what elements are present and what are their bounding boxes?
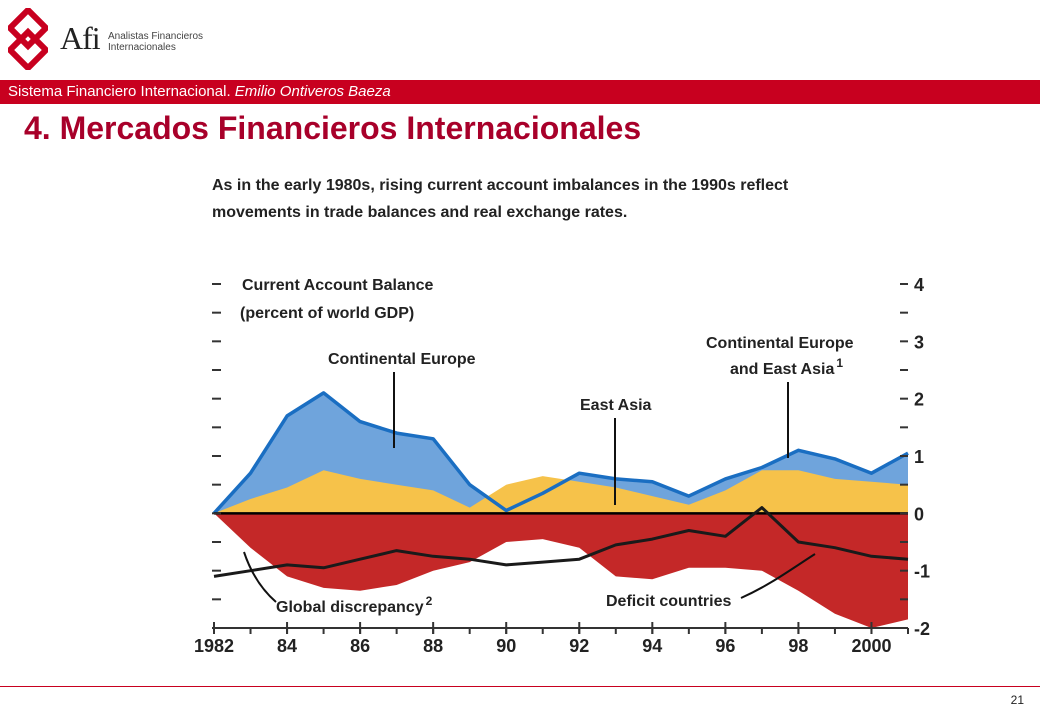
x-tick-label: 1982 xyxy=(194,636,234,656)
x-tick-label: 94 xyxy=(642,636,662,656)
afi-logo-icon xyxy=(8,8,48,70)
y-tick-label: -1 xyxy=(914,562,930,582)
y-tick-label: 2 xyxy=(914,390,924,410)
y-axis-label-line1: Current Account Balance xyxy=(242,277,434,294)
x-tick-label: 88 xyxy=(423,636,443,656)
y-axis-label-line2: (percent of world GDP) xyxy=(240,305,414,322)
y-tick-label: 1 xyxy=(914,447,924,467)
line-global-discrepancy xyxy=(213,506,909,578)
line-continental-europe xyxy=(212,391,909,515)
y-tick-label: 3 xyxy=(914,332,924,352)
footer-divider xyxy=(0,686,1040,687)
annotation-global-discrepancy: Global discrepancy 2 xyxy=(276,594,433,616)
x-tick-label: 92 xyxy=(569,636,589,656)
plot-area: -2 -1 0 1 2 3 4 1982 84 86 88 90 92 94 96 98 2000 xyxy=(194,275,930,656)
chart-title-line1: As in the early 1980s, rising current ac… xyxy=(212,177,789,194)
y-tick-label: -2 xyxy=(914,619,930,639)
x-tick-label: 2000 xyxy=(851,636,891,656)
annotation-east-asia: East Asia xyxy=(580,397,652,414)
leader-deficit-countries xyxy=(740,553,816,599)
header-bar: Sistema Financiero Internacional. Emilio… xyxy=(0,80,1040,104)
annotation-europe-asia-sup: 1 xyxy=(836,356,843,370)
brand-name: Afi xyxy=(60,20,101,56)
header-bar-text: Sistema Financiero Internacional. xyxy=(8,83,231,100)
y-tick-label: 0 xyxy=(914,504,924,524)
area-continental-europe xyxy=(214,392,908,514)
annotation-europe-asia-line2: and East Asia 1 xyxy=(730,356,843,378)
annotation-europe-asia-line1: Continental Europe xyxy=(706,335,854,352)
brand-subtitle-line1: Analistas Financieros xyxy=(108,31,204,42)
page-title: 4. Mercados Financieros Internacionales xyxy=(24,110,642,146)
annotation-continental-europe: Continental Europe xyxy=(328,351,476,368)
brand-subtitle-line2: Internacionales xyxy=(108,42,176,53)
annotation-deficit-countries: Deficit countries xyxy=(606,593,731,610)
x-tick-label: 96 xyxy=(715,636,735,656)
x-tick-label: 98 xyxy=(788,636,808,656)
page-number: 21 xyxy=(1010,693,1024,707)
leader-global-discrepancy xyxy=(243,551,277,603)
x-tick-label: 86 xyxy=(350,636,370,656)
x-tick-label: 90 xyxy=(496,636,516,656)
current-account-chart: As in the early 1980s, rising current ac… xyxy=(194,177,930,656)
annotation-europe-asia-text2: and East Asia xyxy=(730,361,834,378)
brand-subtitle: Analistas Financieros Internacionales xyxy=(108,31,203,53)
chart-title-line2: movements in trade balances and real exc… xyxy=(212,204,627,221)
annotation-global-discrepancy-sup: 2 xyxy=(426,594,433,608)
y-tick-label: 4 xyxy=(914,275,924,295)
header-bar-author: Emilio Ontiveros Baeza xyxy=(234,83,391,100)
x-tick-label: 84 xyxy=(277,636,297,656)
area-east-asia xyxy=(214,470,908,514)
area-deficit-countries xyxy=(214,513,908,628)
annotation-global-discrepancy-text: Global discrepancy xyxy=(276,599,424,616)
